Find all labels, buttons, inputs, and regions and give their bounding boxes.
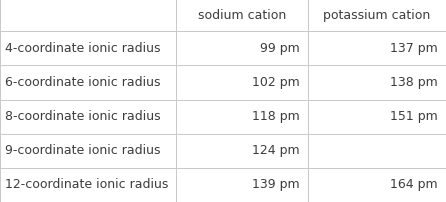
Text: 102 pm: 102 pm: [252, 76, 300, 89]
Text: sodium cation: sodium cation: [198, 9, 286, 22]
Text: 124 pm: 124 pm: [252, 144, 300, 157]
Text: 9-coordinate ionic radius: 9-coordinate ionic radius: [5, 144, 161, 157]
Text: 6-coordinate ionic radius: 6-coordinate ionic radius: [5, 76, 161, 89]
Text: 4-coordinate ionic radius: 4-coordinate ionic radius: [5, 42, 161, 55]
Text: 164 pm: 164 pm: [390, 178, 438, 191]
Text: potassium cation: potassium cation: [323, 9, 430, 22]
Text: 139 pm: 139 pm: [252, 178, 300, 191]
Text: 151 pm: 151 pm: [390, 110, 438, 123]
Text: 137 pm: 137 pm: [390, 42, 438, 55]
Text: 12-coordinate ionic radius: 12-coordinate ionic radius: [5, 178, 169, 191]
Text: 99 pm: 99 pm: [260, 42, 300, 55]
Text: 8-coordinate ionic radius: 8-coordinate ionic radius: [5, 110, 161, 123]
Text: 118 pm: 118 pm: [252, 110, 300, 123]
Text: 138 pm: 138 pm: [390, 76, 438, 89]
